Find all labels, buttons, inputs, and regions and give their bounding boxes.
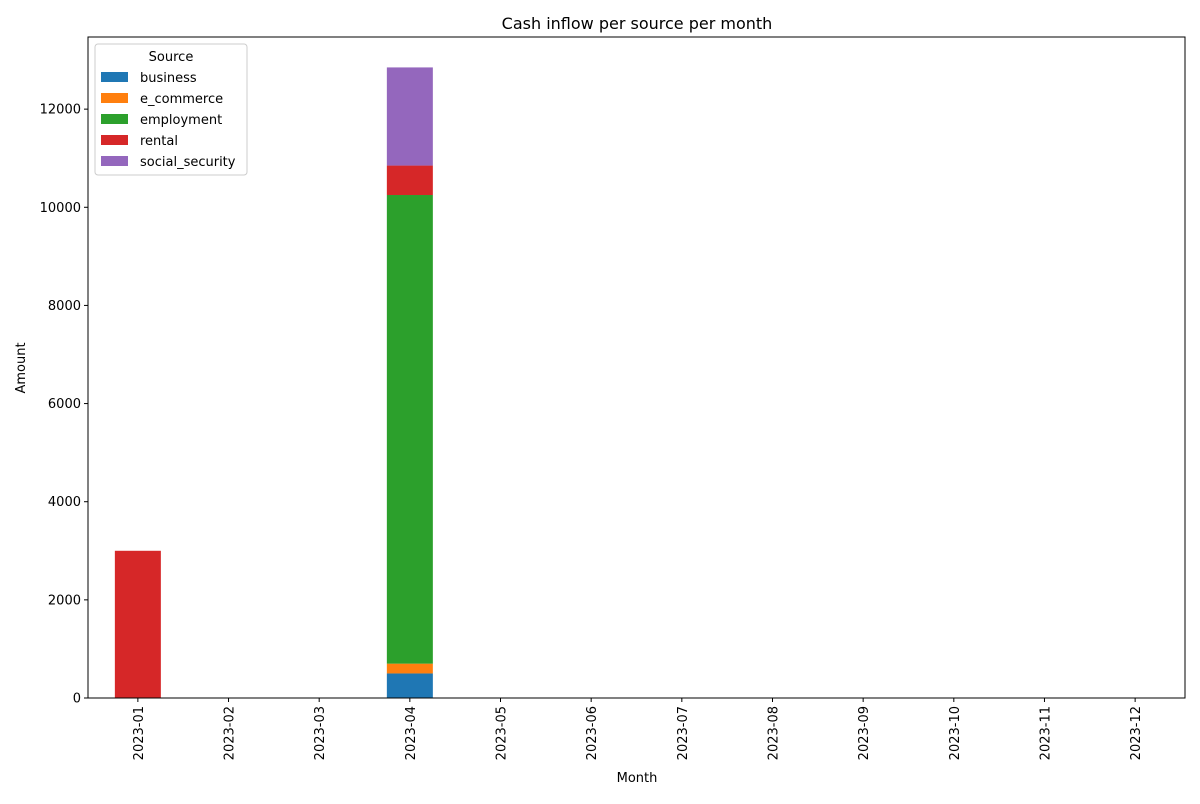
plot-frame bbox=[87, 36, 1186, 699]
legend-label-social_security: social_security bbox=[140, 155, 236, 170]
y-tick-label: 8000 bbox=[48, 299, 81, 314]
legend-label-rental: rental bbox=[140, 134, 178, 149]
x-tick-label: 2023-10 bbox=[948, 706, 963, 760]
x-axis-label: Month bbox=[617, 771, 658, 786]
axes-group: 0 2000 4000 6000 8000 10000 12000 2023-01 2023-0… bbox=[40, 36, 1186, 760]
x-tick-label: 2023-06 bbox=[585, 706, 600, 760]
x-tick-label: 2023-03 bbox=[313, 706, 328, 760]
legend-label-employment: employment bbox=[140, 113, 222, 128]
y-axis-label: Amount bbox=[14, 342, 29, 393]
x-tick-label: 2023-01 bbox=[132, 706, 147, 760]
bar-rental-2023-01 bbox=[114, 550, 161, 698]
bar-e_commerce-2023-04 bbox=[386, 663, 433, 674]
x-tick-label: 2023-09 bbox=[857, 706, 872, 760]
y-tick-label: 6000 bbox=[48, 397, 81, 412]
legend-label-e_commerce: e_commerce bbox=[140, 92, 223, 107]
y-tick-label: 12000 bbox=[40, 103, 81, 118]
x-tick-label: 2023-11 bbox=[1038, 706, 1053, 760]
legend-title: Source bbox=[149, 50, 194, 65]
bar-business-2023-04 bbox=[386, 673, 433, 698]
y-tick-label: 10000 bbox=[40, 201, 81, 216]
bars-group bbox=[114, 67, 433, 698]
bar-employment-2023-04 bbox=[386, 195, 433, 664]
chart-title: Cash inflow per source per month bbox=[502, 14, 773, 33]
x-tick-label: 2023-08 bbox=[766, 706, 781, 760]
x-tick-label: 2023-12 bbox=[1129, 706, 1144, 760]
y-tick-label: 4000 bbox=[48, 495, 81, 510]
legend: Source business e_commerce employment rental… bbox=[94, 43, 248, 176]
legend-swatch-employment bbox=[101, 114, 128, 124]
legend-swatch-business bbox=[101, 72, 128, 82]
x-tick-label: 2023-04 bbox=[404, 706, 419, 760]
legend-swatch-social_security bbox=[101, 156, 128, 166]
legend-label-business: business bbox=[140, 71, 197, 86]
x-tick-label: 2023-02 bbox=[223, 706, 238, 760]
y-tick-label: 0 bbox=[73, 692, 81, 707]
x-tick-label: 2023-07 bbox=[676, 706, 691, 760]
legend-swatch-rental bbox=[101, 135, 128, 145]
bar-rental-2023-04 bbox=[386, 165, 433, 196]
legend-swatch-e_commerce bbox=[101, 93, 128, 103]
y-tick-label: 2000 bbox=[48, 593, 81, 608]
bar-social_security-2023-04 bbox=[386, 67, 433, 166]
x-tick-label: 2023-05 bbox=[495, 706, 510, 760]
legend-box bbox=[94, 43, 248, 176]
